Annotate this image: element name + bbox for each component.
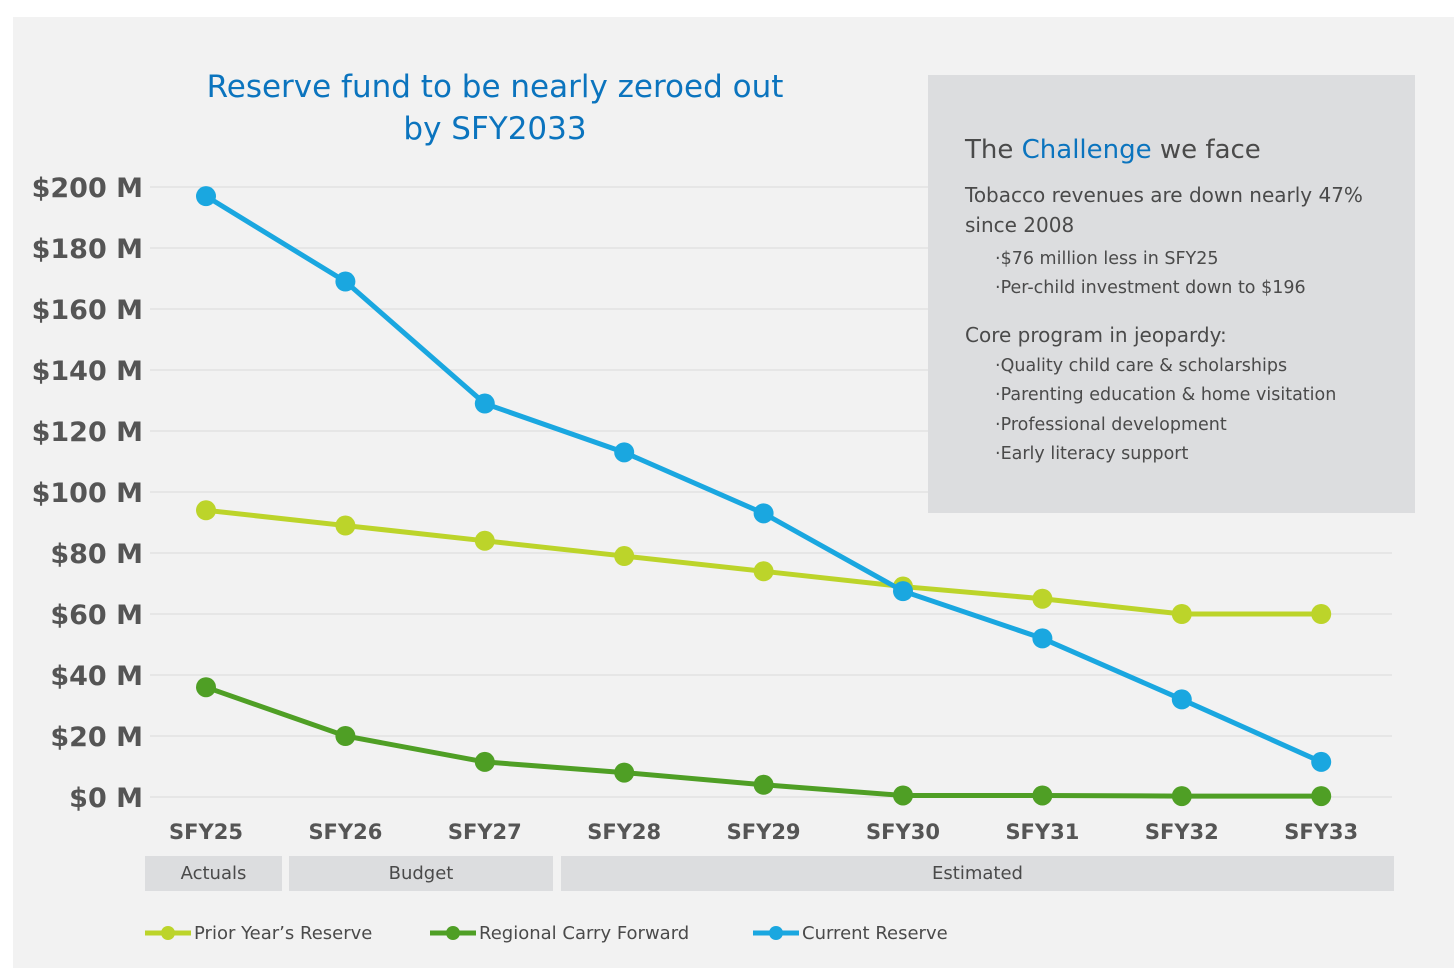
data-point-regional-carry-forward: [753, 774, 774, 795]
bullet: Parenting education & home visitation: [995, 385, 1337, 405]
data-point-current-reserve: [474, 393, 495, 414]
data-point-prior-year-s-reserve: [614, 546, 635, 567]
data-point-current-reserve: [1032, 628, 1053, 649]
lead-core-program: Core program in jeopardy:: [965, 323, 1227, 347]
bullet: Per-child investment down to $196: [995, 278, 1306, 298]
y-tick-label: $200 M: [32, 173, 143, 204]
chart-title-line-2: by SFY2033: [403, 111, 587, 147]
x-tick-label: SFY30: [866, 820, 940, 844]
data-point-prior-year-s-reserve: [196, 500, 216, 521]
x-tick-label: SFY29: [727, 820, 801, 844]
x-tick-label: SFY28: [587, 820, 661, 844]
data-point-current-reserve: [753, 503, 774, 524]
data-point-prior-year-s-reserve: [1032, 588, 1053, 609]
bullet: Professional development: [995, 415, 1227, 435]
heading-accent: Challenge: [1021, 135, 1152, 165]
chart-title: Reserve fund to be nearly zeroed out by …: [170, 66, 820, 150]
y-tick-label: $60 M: [50, 600, 143, 631]
data-point-regional-carry-forward: [893, 785, 913, 806]
bullet: Quality child care & scholarships: [995, 356, 1288, 376]
data-point-prior-year-s-reserve: [1171, 604, 1192, 624]
x-tick-label: SFY26: [308, 820, 382, 844]
data-point-regional-carry-forward: [196, 677, 216, 698]
x-tick-label: SFY31: [1005, 820, 1079, 844]
data-point-regional-carry-forward: [474, 751, 495, 772]
challenge-box: The Challenge we face Tobacco revenues a…: [928, 75, 1415, 513]
y-tick-label: $140 M: [32, 356, 143, 387]
bullet: $76 million less in SFY25: [995, 249, 1219, 269]
challenge-heading: The Challenge we face: [965, 135, 1261, 165]
y-tick-label: $100 M: [32, 478, 143, 509]
bullet: Early literacy support: [995, 444, 1189, 464]
data-point-current-reserve: [335, 271, 356, 292]
data-point-current-reserve: [614, 442, 635, 463]
x-tick-label: SFY25: [169, 820, 243, 844]
data-point-regional-carry-forward: [1311, 786, 1332, 807]
legend-marker-icon: [753, 926, 799, 940]
data-point-regional-carry-forward: [1171, 786, 1192, 807]
y-tick-label: $180 M: [32, 234, 143, 265]
y-tick-label: $20 M: [50, 722, 143, 753]
y-tick-label: $160 M: [32, 295, 143, 326]
data-point-prior-year-s-reserve: [474, 530, 495, 551]
heading-pre: The: [965, 135, 1022, 165]
data-point-current-reserve: [893, 581, 913, 602]
data-point-regional-carry-forward: [1032, 785, 1053, 806]
data-point-current-reserve: [196, 186, 216, 207]
x-tick-label: SFY32: [1145, 820, 1219, 844]
data-point-prior-year-s-reserve: [753, 561, 774, 582]
y-tick-label: $120 M: [32, 417, 143, 448]
data-point-regional-carry-forward: [614, 762, 635, 783]
legend-item-prior-year: Prior Year’s Reserve: [145, 920, 372, 946]
data-point-current-reserve: [1171, 689, 1192, 710]
y-tick-label: $0 M: [69, 783, 143, 814]
data-point-current-reserve: [1311, 751, 1332, 772]
x-tick-label: SFY27: [448, 820, 522, 844]
period-budget: Budget: [289, 856, 553, 891]
data-point-prior-year-s-reserve: [335, 515, 356, 536]
legend-item-regional: Regional Carry Forward: [430, 920, 689, 946]
legend-label: Prior Year’s Reserve: [194, 922, 373, 944]
legend-label: Current Reserve: [802, 922, 948, 944]
x-tick-label: SFY33: [1284, 820, 1358, 844]
period-estimated: Estimated: [561, 856, 1394, 891]
data-point-prior-year-s-reserve: [1311, 604, 1332, 624]
legend-item-current: Current Reserve: [753, 920, 948, 946]
heading-post: we face: [1151, 135, 1261, 165]
legend-marker-icon: [430, 926, 476, 940]
y-tick-label: $40 M: [50, 661, 143, 692]
period-actuals: Actuals: [145, 856, 282, 891]
data-point-regional-carry-forward: [335, 726, 356, 746]
chart-title-line-1: Reserve fund to be nearly zeroed out: [206, 69, 784, 105]
y-tick-label: $80 M: [50, 539, 143, 570]
legend-marker-icon: [145, 926, 191, 940]
legend-label: Regional Carry Forward: [479, 922, 690, 944]
lead-revenue: Tobacco revenues are down nearly 47% sin…: [965, 183, 1363, 237]
